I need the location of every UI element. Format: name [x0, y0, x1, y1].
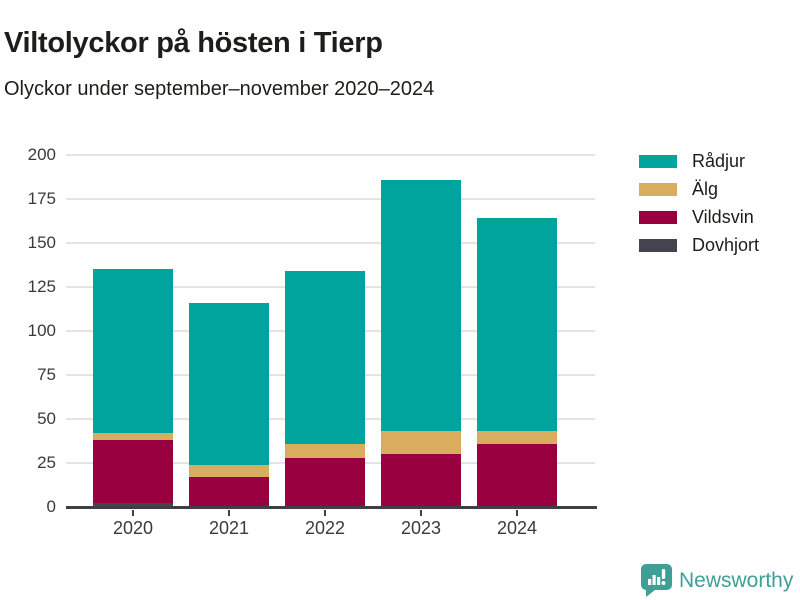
legend-swatch — [639, 154, 677, 168]
bar-segment-vildsvin — [381, 454, 461, 507]
y-tick-label: 150 — [27, 233, 56, 252]
bar-segment-rådjur — [93, 269, 173, 434]
x-axis-line — [66, 506, 597, 509]
bar-2023 — [381, 179, 461, 507]
bar-segment-älg — [381, 431, 461, 455]
x-tick-label: 2021 — [208, 518, 250, 538]
bar-2021 — [189, 302, 269, 507]
legend-label: Rådjur — [692, 150, 746, 171]
legend-swatch — [639, 238, 677, 252]
legend-item-dovhjort: Dovhjort — [639, 231, 759, 259]
y-tick-label: 50 — [37, 409, 56, 428]
gridline — [66, 242, 595, 244]
bar-segment-dovhjort — [93, 503, 173, 507]
bar-segment-älg — [189, 464, 269, 478]
bar-2024 — [477, 218, 557, 507]
bar-segment-vildsvin — [285, 457, 365, 507]
x-axis-tick — [420, 510, 422, 516]
bar-segment-vildsvin — [93, 440, 173, 504]
legend-label: Vildsvin — [692, 206, 754, 227]
legend-swatch — [639, 182, 677, 196]
bar-segment-vildsvin — [477, 443, 557, 507]
bar-2022 — [285, 271, 365, 507]
chart-legend: Rådjur Älg Vildsvin Dovhjort — [639, 147, 759, 259]
bar-segment-rådjur — [477, 218, 557, 432]
x-axis-tick — [132, 510, 134, 516]
newsworthy-logo-icon — [641, 564, 672, 597]
bar-segment-vildsvin — [189, 477, 269, 507]
y-tick-label: 25 — [37, 453, 56, 472]
x-tick-label: 2024 — [496, 518, 538, 538]
x-axis-tick — [516, 510, 518, 516]
y-tick-label: 0 — [46, 497, 56, 516]
bar-2020 — [93, 269, 173, 507]
bar-segment-rådjur — [285, 271, 365, 444]
legend-item-vildsvin: Vildsvin — [639, 203, 759, 231]
brand-name: Newsworthy — [679, 568, 794, 592]
plot-area: 0 25 50 75 100 125 150 175 200 2020 2021 2022 2023 20… — [28, 145, 597, 538]
legend-item-rådjur: Rådjur — [639, 147, 759, 175]
bar-segment-älg — [93, 433, 173, 441]
legend-label: Dovhjort — [692, 234, 760, 255]
x-tick-label: 2023 — [400, 518, 442, 538]
y-tick-label: 175 — [27, 189, 56, 208]
bar-segment-älg — [285, 443, 365, 458]
legend-item-älg: Älg — [639, 175, 759, 203]
gridline — [66, 154, 595, 156]
y-tick-label: 100 — [27, 321, 56, 340]
bar-segment-rådjur — [381, 179, 461, 432]
brand-footer: Newsworthy — [641, 564, 793, 597]
y-tick-label: 125 — [27, 277, 56, 296]
x-axis-tick — [228, 510, 230, 516]
y-tick-label: 200 — [27, 145, 56, 164]
legend-swatch — [639, 210, 677, 224]
x-tick-label: 2022 — [304, 518, 346, 538]
y-tick-label: 75 — [37, 365, 56, 384]
legend-label: Älg — [692, 178, 719, 199]
gridline — [66, 198, 595, 200]
x-axis-tick — [324, 510, 326, 516]
bar-segment-älg — [477, 431, 557, 444]
x-tick-label: 2020 — [112, 518, 154, 538]
bar-segment-rådjur — [189, 302, 269, 465]
page-title: Viltolyckor på hösten i Tierp — [4, 27, 383, 60]
chart-subtitle: Olyckor under september–november 2020–20… — [4, 78, 435, 100]
